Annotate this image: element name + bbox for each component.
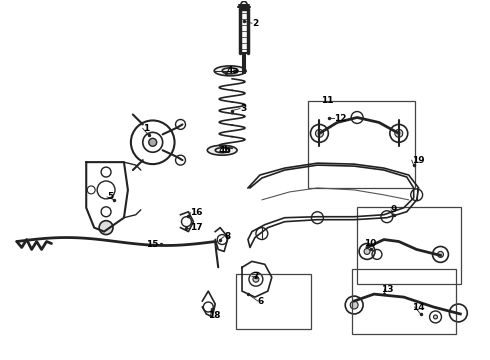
Text: 14: 14: [412, 302, 424, 311]
Bar: [357, 207, 461, 284]
Circle shape: [438, 251, 443, 257]
Circle shape: [395, 129, 403, 137]
Circle shape: [316, 129, 323, 137]
Circle shape: [253, 276, 259, 282]
Text: 4a: 4a: [226, 66, 239, 75]
Circle shape: [149, 138, 157, 146]
Text: 18: 18: [208, 311, 221, 320]
Text: 2: 2: [252, 19, 258, 28]
Text: 12: 12: [334, 114, 347, 123]
Circle shape: [364, 248, 370, 255]
Bar: [308, 100, 415, 188]
Circle shape: [350, 301, 358, 309]
Circle shape: [99, 221, 113, 235]
Text: 7: 7: [252, 272, 258, 281]
Text: 19: 19: [412, 156, 424, 165]
Text: 5: 5: [107, 192, 113, 201]
Text: 10: 10: [364, 239, 376, 248]
Bar: [352, 269, 456, 334]
Text: 13: 13: [381, 285, 393, 294]
Text: 11: 11: [321, 96, 334, 105]
Text: 4b: 4b: [218, 146, 231, 155]
Text: 6: 6: [258, 297, 264, 306]
Ellipse shape: [207, 145, 237, 155]
Text: 16: 16: [191, 208, 203, 217]
Bar: [236, 274, 312, 329]
Text: 3: 3: [240, 104, 246, 113]
Text: 8: 8: [224, 232, 230, 241]
Text: 15: 15: [146, 240, 158, 249]
Circle shape: [434, 315, 438, 319]
Text: 1: 1: [143, 124, 149, 133]
Ellipse shape: [214, 66, 246, 76]
Text: 9: 9: [391, 205, 397, 214]
Text: 17: 17: [191, 223, 203, 232]
